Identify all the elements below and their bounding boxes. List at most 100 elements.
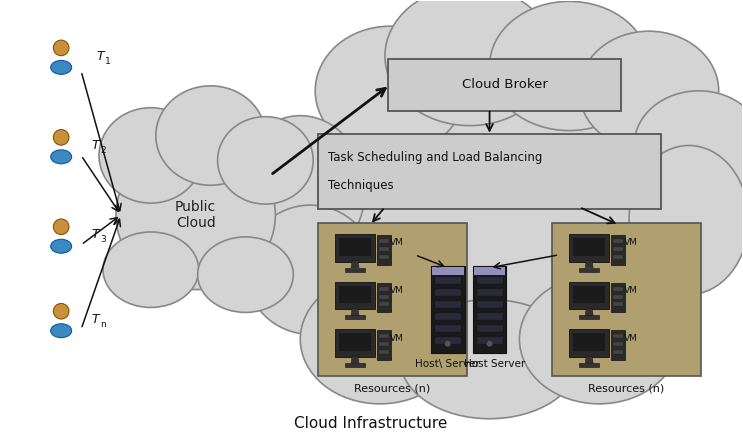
FancyBboxPatch shape (611, 330, 625, 360)
FancyBboxPatch shape (611, 235, 625, 265)
FancyBboxPatch shape (379, 287, 389, 291)
Ellipse shape (51, 324, 71, 338)
FancyBboxPatch shape (335, 234, 375, 262)
FancyBboxPatch shape (476, 337, 502, 344)
Ellipse shape (116, 140, 276, 290)
FancyBboxPatch shape (613, 350, 623, 354)
FancyBboxPatch shape (318, 133, 661, 209)
FancyBboxPatch shape (613, 287, 623, 291)
FancyBboxPatch shape (435, 277, 461, 284)
FancyBboxPatch shape (435, 325, 461, 332)
Ellipse shape (103, 232, 198, 307)
FancyBboxPatch shape (379, 350, 389, 354)
FancyBboxPatch shape (569, 234, 609, 262)
Text: T: T (91, 229, 99, 241)
FancyBboxPatch shape (476, 277, 502, 284)
Text: VM: VM (390, 238, 403, 247)
FancyBboxPatch shape (473, 266, 507, 353)
FancyBboxPatch shape (435, 337, 461, 344)
FancyBboxPatch shape (574, 333, 605, 351)
Text: 2: 2 (100, 146, 106, 155)
FancyBboxPatch shape (379, 255, 389, 259)
FancyBboxPatch shape (473, 267, 505, 275)
Text: T: T (91, 139, 99, 152)
Ellipse shape (634, 91, 743, 200)
Text: VM: VM (390, 334, 403, 343)
FancyBboxPatch shape (613, 342, 623, 346)
FancyBboxPatch shape (345, 363, 365, 367)
Text: 3: 3 (100, 235, 106, 245)
Text: VM: VM (624, 238, 638, 247)
FancyBboxPatch shape (476, 289, 502, 296)
FancyBboxPatch shape (379, 247, 389, 251)
Circle shape (53, 219, 69, 234)
Ellipse shape (300, 275, 460, 404)
FancyBboxPatch shape (379, 334, 389, 338)
Ellipse shape (580, 31, 718, 151)
Circle shape (445, 341, 451, 347)
FancyBboxPatch shape (345, 315, 365, 319)
FancyBboxPatch shape (377, 235, 391, 265)
Text: Host\ Server: Host\ Server (415, 359, 480, 369)
Ellipse shape (51, 150, 71, 164)
FancyBboxPatch shape (476, 313, 502, 320)
FancyBboxPatch shape (613, 255, 623, 259)
FancyBboxPatch shape (379, 342, 389, 346)
FancyBboxPatch shape (339, 333, 371, 351)
Text: Resources (n): Resources (n) (588, 384, 665, 394)
FancyBboxPatch shape (574, 238, 605, 256)
FancyBboxPatch shape (613, 247, 623, 251)
Text: T: T (91, 313, 99, 326)
Ellipse shape (218, 117, 314, 204)
Text: Cloud Infrastructure: Cloud Infrastructure (294, 416, 448, 431)
Text: Task Scheduling and Load Balancing: Task Scheduling and Load Balancing (328, 151, 542, 164)
FancyBboxPatch shape (388, 59, 621, 111)
FancyBboxPatch shape (574, 286, 605, 303)
FancyBboxPatch shape (377, 283, 391, 312)
FancyBboxPatch shape (580, 268, 599, 272)
FancyBboxPatch shape (435, 313, 461, 320)
FancyBboxPatch shape (379, 295, 389, 299)
FancyBboxPatch shape (318, 223, 467, 376)
Text: Resources (n): Resources (n) (354, 384, 430, 394)
Ellipse shape (245, 205, 375, 334)
Polygon shape (351, 356, 359, 363)
FancyBboxPatch shape (345, 268, 365, 272)
Ellipse shape (51, 60, 71, 74)
FancyBboxPatch shape (476, 301, 502, 308)
Polygon shape (351, 261, 359, 268)
Polygon shape (351, 308, 359, 315)
FancyBboxPatch shape (335, 282, 375, 310)
Text: Host Server: Host Server (464, 359, 525, 369)
Ellipse shape (295, 66, 684, 374)
Ellipse shape (51, 239, 71, 253)
FancyBboxPatch shape (335, 329, 375, 357)
Polygon shape (585, 261, 593, 268)
FancyBboxPatch shape (613, 303, 623, 307)
FancyBboxPatch shape (613, 334, 623, 338)
Ellipse shape (156, 86, 265, 185)
Text: 1: 1 (105, 57, 111, 66)
Ellipse shape (385, 0, 554, 126)
Ellipse shape (315, 26, 464, 155)
Ellipse shape (400, 299, 580, 419)
Text: VM: VM (390, 286, 403, 295)
Ellipse shape (519, 275, 679, 404)
FancyBboxPatch shape (431, 266, 464, 353)
Ellipse shape (236, 116, 365, 265)
FancyBboxPatch shape (613, 239, 623, 243)
FancyBboxPatch shape (377, 330, 391, 360)
Text: VM: VM (624, 334, 638, 343)
FancyBboxPatch shape (569, 329, 609, 357)
FancyBboxPatch shape (580, 315, 599, 319)
Text: n: n (100, 320, 106, 329)
Ellipse shape (490, 1, 649, 131)
Circle shape (53, 303, 69, 319)
FancyBboxPatch shape (569, 282, 609, 310)
FancyBboxPatch shape (379, 239, 389, 243)
FancyBboxPatch shape (613, 295, 623, 299)
FancyBboxPatch shape (552, 223, 701, 376)
Polygon shape (585, 356, 593, 363)
FancyBboxPatch shape (435, 289, 461, 296)
Text: Techniques: Techniques (328, 179, 394, 192)
